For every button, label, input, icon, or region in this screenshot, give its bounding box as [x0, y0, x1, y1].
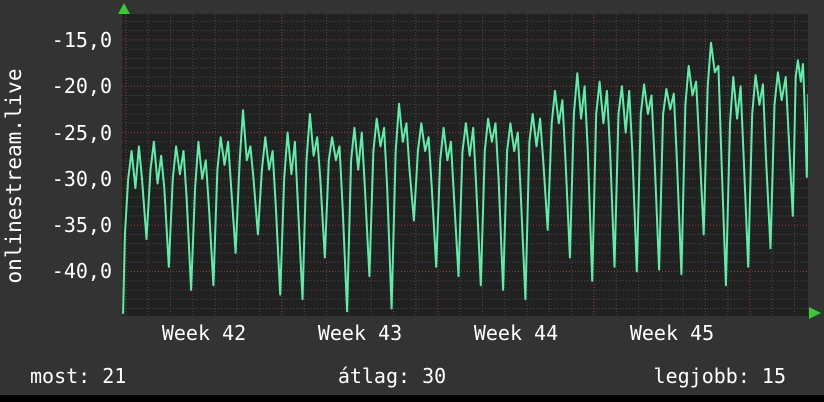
y-tick-label: -30,0	[51, 166, 112, 191]
x-axis-arrow-icon	[809, 307, 821, 319]
y-tick-label: -25,0	[51, 120, 112, 145]
y-tick-label: -20,0	[51, 74, 112, 99]
x-tick-label: Week 42	[161, 321, 247, 345]
y-tick-label: -15,0	[51, 27, 112, 52]
x-tick-label: Week 45	[629, 321, 715, 345]
x-tick-label: Week 43	[317, 321, 403, 345]
x-tick-label: Week 44	[473, 321, 559, 345]
bottom-border	[0, 395, 824, 402]
y-tick-label: -40,0	[51, 259, 112, 284]
stat-legjobb: legjobb: 15	[653, 364, 786, 388]
plot-background	[122, 14, 808, 316]
y-tick-label: -35,0	[51, 213, 112, 238]
stat-most: most: 21	[30, 364, 127, 388]
data-series-line	[122, 41, 808, 315]
y-axis-arrow-icon	[118, 3, 130, 14]
stat-atlag: átlag: 30	[337, 364, 447, 388]
